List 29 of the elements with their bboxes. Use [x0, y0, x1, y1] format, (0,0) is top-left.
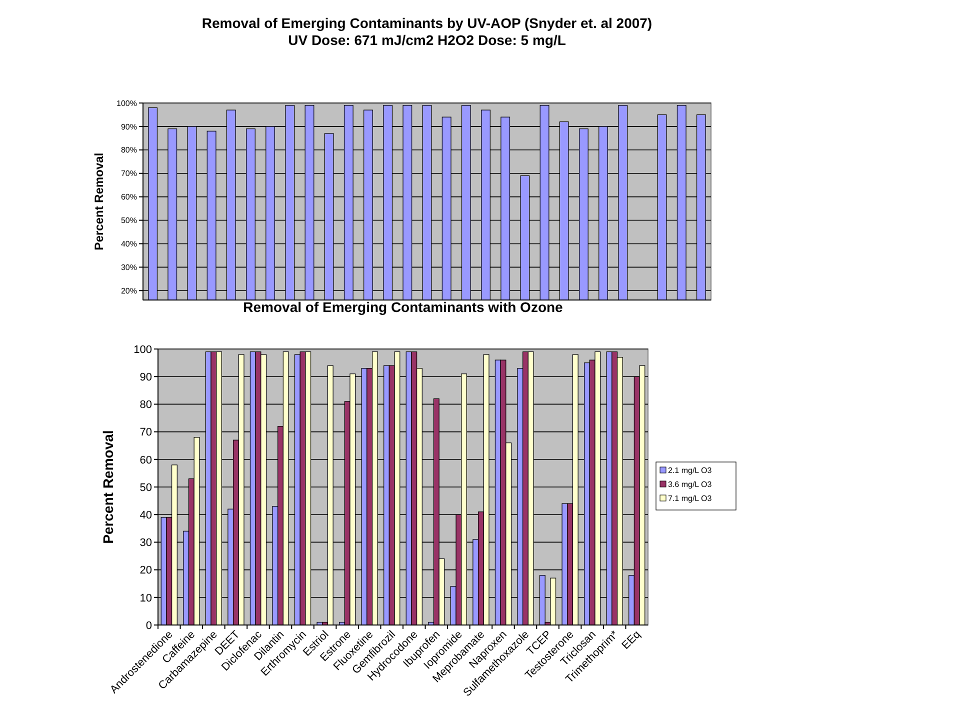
- chart-subtitle: UV Dose: 671 mJ/cm2 H2O2 Dose: 5 mg/L: [288, 32, 566, 48]
- y-tick-label: 80%: [120, 146, 137, 155]
- y-tick-label: 50: [140, 482, 152, 494]
- y-tick-label: 10: [140, 592, 152, 604]
- y-axis-title: Percent Removal: [92, 152, 106, 250]
- y-tick-label: 40%: [120, 240, 137, 249]
- chart-title: Removal of Emerging Contaminants by UV-AOP (Snyder et. al 2007): [202, 15, 652, 31]
- y-tick-label: 100%: [116, 98, 137, 108]
- y-tick-label: 20: [140, 564, 152, 577]
- y-tick-label: 30: [140, 537, 152, 550]
- y-tick-label: 70%: [120, 169, 137, 178]
- legend-label: 2.1 mg/L O3: [668, 466, 712, 475]
- y-tick-label: 20%: [120, 286, 137, 296]
- y-axis-title: Percent Removal: [100, 430, 116, 544]
- y-tick-label: 60: [140, 454, 152, 466]
- y-tick-label: 30%: [120, 262, 137, 272]
- y-tick-label: 90: [140, 371, 152, 384]
- y-tick-label: 100: [134, 344, 152, 356]
- y-tick-label: 40: [140, 509, 152, 522]
- legend-label: 3.6 mg/L O3: [668, 480, 712, 489]
- y-tick-label: 0: [146, 620, 152, 632]
- chart-title: Removal of Emerging Contaminants with Ozone: [243, 299, 564, 315]
- y-tick-label: 50%: [120, 216, 137, 226]
- y-tick-label: 90%: [120, 122, 137, 132]
- legend-label: 7.1 mg/L O3: [668, 494, 712, 503]
- y-tick-label: 80: [140, 399, 152, 412]
- y-tick-label: 60%: [120, 192, 137, 202]
- x-tick-label: EEq: [620, 628, 643, 652]
- y-tick-label: 70: [140, 426, 152, 439]
